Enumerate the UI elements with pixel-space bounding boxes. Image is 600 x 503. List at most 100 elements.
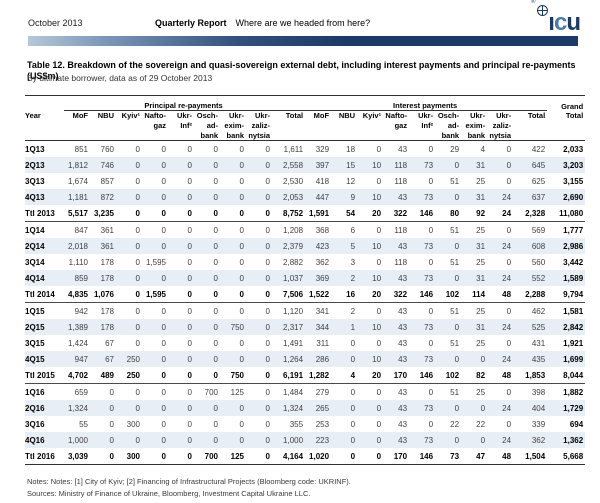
interest-cell: 322: [393, 208, 408, 218]
quarter-row: 1Q14 847 361 0 0 0 0 0 0 1,208 368 6 0 118 0 51 25 0 569 1,…: [25, 222, 585, 239]
interest-cell: 0: [454, 435, 460, 445]
interest-cell: 0: [350, 338, 356, 348]
year-block: 1Q16 659 0 0 0 0 700 125 0 1,484 279 0 0 43 0 51 25 0 398 1…: [25, 383, 586, 465]
principal-cell: 760: [100, 144, 114, 154]
principal-cell: 1,076: [93, 289, 114, 299]
principal-cell: 300: [126, 451, 140, 461]
interest-cell: 10: [372, 354, 382, 364]
principal-cell: 0: [187, 370, 192, 380]
principal-cell: 3,039: [67, 451, 88, 461]
principal-cell: 700: [204, 387, 218, 397]
principal-cell: 0: [239, 192, 244, 202]
interest-cell: 525: [531, 322, 546, 332]
interest-cell: 625: [531, 176, 546, 186]
interest-cell: 397: [315, 160, 330, 170]
year-column-header: Year: [25, 110, 41, 120]
principal-cell: 0: [161, 225, 166, 235]
interest-cell: 24: [502, 322, 512, 332]
row-label: 2Q14: [25, 241, 45, 251]
principal-cell: 0: [213, 370, 218, 380]
principal-cell: 1,324: [283, 403, 304, 413]
interest-cell: 569: [531, 225, 546, 235]
interest-cell: 0: [428, 257, 434, 267]
principal-cell: 0: [265, 451, 270, 461]
total-row: Ttl 2013 5,517 3,235 0 0 0 0 0 0 8,752 1,591 54 20 32…: [25, 205, 585, 222]
principal-cell: 0: [161, 435, 166, 445]
principal-cell: 1,264: [283, 354, 304, 364]
principal-cell: 0: [135, 225, 140, 235]
interest-cell: 102: [445, 370, 460, 380]
principal-cell: 0: [265, 370, 270, 380]
interest-cell: 43: [398, 338, 408, 348]
principal-cell: 0: [161, 338, 166, 348]
interest-cell: 24: [502, 241, 512, 251]
principal-cell: 0: [135, 322, 140, 332]
logo-letter-c: c: [553, 9, 567, 37]
principal-cell: 0: [265, 273, 270, 283]
interest-cell: 82: [476, 370, 486, 380]
quarter-row: 1Q15 942 178 0 0 0 0 0 0 1,120 341 2 0 43 0 51 25 0 462 1,5…: [25, 303, 585, 320]
principal-cell: 0: [135, 176, 140, 186]
principal-cell: 0: [239, 306, 244, 316]
interest-cell: 344: [315, 322, 330, 332]
principal-cell: 0: [135, 435, 140, 445]
principal-cell: 489: [100, 370, 114, 380]
interest-cell: 146: [419, 289, 434, 299]
interest-cell: 25: [476, 225, 486, 235]
principal-cell: 0: [213, 289, 218, 299]
interest-cell: 339: [531, 419, 546, 429]
principal-cell: 0: [187, 387, 192, 397]
principal-cell: 0: [161, 419, 166, 429]
interest-cell: 43: [398, 322, 408, 332]
row-label: 4Q13: [25, 192, 45, 202]
column-header: Ukr- zaliz- nytsia: [489, 111, 512, 140]
interest-cell: 279: [315, 387, 330, 397]
principal-cell: 0: [161, 192, 166, 202]
interest-cell: 1,282: [309, 370, 330, 380]
principal-cell: 67: [105, 338, 114, 348]
quarter-row: 4Q15 947 67 250 0 0 0 0 0 1,264 286 0 10 43 73 0 0 24 435 1…: [25, 351, 586, 368]
column-header: Total: [285, 111, 304, 120]
interest-cell: 265: [315, 403, 330, 413]
principal-cell: 1,674: [67, 176, 88, 186]
interest-cell: 1,020: [309, 451, 330, 461]
principal-cell: 0: [213, 354, 218, 364]
interest-cell: 20: [372, 370, 382, 380]
interest-cell: 0: [376, 338, 382, 348]
interest-cell: 73: [424, 241, 434, 251]
column-header: Osch- ad- bank: [437, 111, 460, 140]
grand-total-cell: 3,155: [563, 176, 584, 186]
principal-cell: 1,812: [67, 160, 88, 170]
interest-cell: 0: [350, 451, 356, 461]
principal-cell: 0: [187, 241, 192, 251]
grand-total-cell: 1,589: [563, 273, 584, 283]
interest-cell: 0: [454, 403, 460, 413]
interest-cell: 0: [454, 241, 460, 251]
report-tagline: Where are we headed from here?: [235, 18, 371, 28]
quarter-row: 1Q13 851 760 0 0 0 0 0 0 1,611 329 18 0 43 0 29 4 0 422 2,0…: [25, 141, 585, 158]
principal-cell: 746: [100, 160, 114, 170]
interest-cell: 10: [372, 241, 382, 251]
row-label: 3Q13: [25, 176, 45, 186]
interest-cell: 118: [394, 176, 408, 186]
interest-cell: 73: [424, 273, 434, 283]
principal-cell: 0: [161, 176, 166, 186]
column-header: Ukr- Inf²: [418, 111, 434, 130]
principal-cell: 0: [213, 192, 218, 202]
year-block: 1Q14 847 361 0 0 0 0 0 0 1,208 368 6 0 118 0 51 25 0 569 1,…: [25, 221, 586, 303]
principal-cell: 0: [135, 208, 140, 218]
principal-cell: 0: [187, 160, 192, 170]
grand-total-cell: 1,921: [563, 338, 584, 348]
principal-cell: 0: [161, 370, 166, 380]
interest-cell: 1,853: [525, 370, 546, 380]
quarter-row: 3Q15 1,424 67 0 0 0 0 0 0 1,491 311 0 0 43 0 51 25 0 431 1,…: [25, 335, 585, 351]
principal-cell: 0: [187, 403, 192, 413]
interest-cell: 92: [476, 208, 486, 218]
principal-cell: 7,506: [283, 289, 304, 299]
principal-cell: 0: [161, 208, 166, 218]
principal-cell: 0: [135, 257, 140, 267]
principal-cell: 178: [100, 322, 114, 332]
principal-cell: 0: [109, 435, 114, 445]
principal-cell: 0: [161, 451, 166, 461]
